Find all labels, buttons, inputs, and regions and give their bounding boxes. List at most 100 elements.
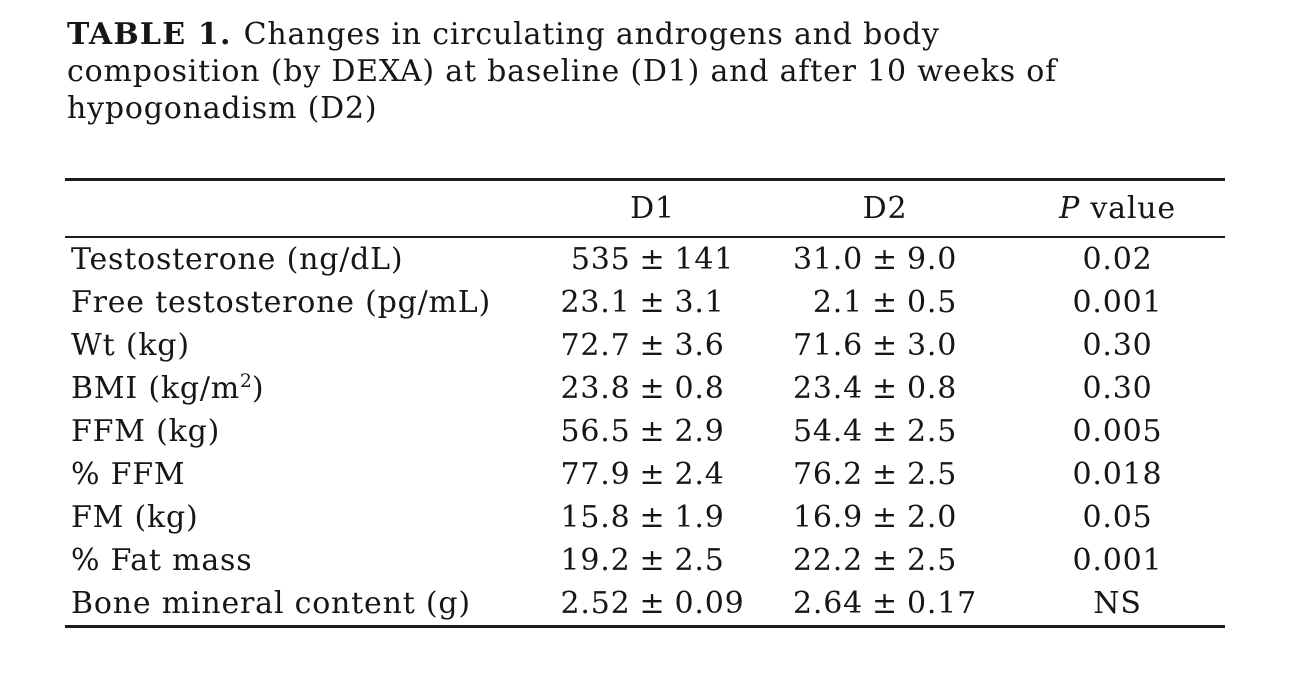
- row-label-superscript: 2: [240, 371, 252, 392]
- row-label: BMI (kg/m: [71, 371, 240, 406]
- d2-value-measurement: 54.4 ±2.5: [760, 414, 1010, 449]
- plus-minus-sign: ±: [872, 328, 898, 363]
- d1-value-cell: 23.1 ±3.1: [545, 281, 760, 324]
- d2-value-cell: 23.4 ±0.8: [760, 367, 1010, 410]
- p-value-cell: 0.018: [1072, 457, 1163, 492]
- measure-value: 77.9: [560, 457, 631, 492]
- plus-minus-sign: ±: [872, 371, 898, 406]
- p-value-cell: 0.001: [1072, 285, 1163, 320]
- measure-error: 2.5: [674, 543, 725, 578]
- column-header-empty: [65, 179, 545, 238]
- d2-value-measurement: 2.64 ±0.17: [760, 586, 1010, 621]
- plus-minus-sign: ±: [872, 285, 898, 320]
- plus-minus-sign: ±: [639, 500, 666, 535]
- d1-value-cell: 56.5 ±2.9: [545, 410, 760, 453]
- d2-value-measurement: 23.4 ±0.8: [760, 371, 1010, 406]
- p-value-cell: NS: [1093, 586, 1142, 621]
- d1-value-measurement: 72.7 ±3.6: [545, 328, 760, 363]
- measure-value: 2.52: [560, 586, 631, 621]
- row-label: % Fat mass: [71, 543, 253, 578]
- row-label-cell: Wt (kg): [65, 324, 545, 367]
- plus-minus-sign: ±: [639, 371, 666, 406]
- d2-value-cell: 76.2 ±2.5: [760, 453, 1010, 496]
- measure-error: 0.5: [906, 285, 958, 320]
- header-row: D1 D2 P value: [65, 179, 1225, 238]
- measure-value: 2.64: [793, 586, 864, 621]
- d1-value-measurement: 23.8 ±0.8: [545, 371, 760, 406]
- d1-value-measurement: 535 ±141: [545, 242, 760, 277]
- d1-value-measurement: 77.9 ±2.4: [545, 457, 760, 492]
- plus-minus-sign: ±: [872, 242, 898, 277]
- measure-error: 2.5: [906, 457, 958, 492]
- p-value-italic-p: P: [1059, 191, 1081, 226]
- d1-value-cell: 23.8 ±0.8: [545, 367, 760, 410]
- measure-value: 23.4: [793, 371, 864, 406]
- d1-value-cell: 535 ±141: [545, 237, 760, 281]
- measure-value: 31.0: [793, 242, 864, 277]
- d2-value-measurement: 22.2 ±2.5: [760, 543, 1010, 578]
- row-label-cell: FM (kg): [65, 496, 545, 539]
- data-table: D1 D2 P value Testosterone (ng/dL) 535 ±14…: [65, 178, 1225, 628]
- p-value-cell: 0.05: [1082, 500, 1153, 535]
- measure-value: 23.8: [560, 371, 631, 406]
- measure-error: 1.9: [674, 500, 725, 535]
- d1-value-cell: 19.2 ±2.5: [545, 539, 760, 582]
- measure-error: 9.0: [906, 242, 958, 277]
- table-row: FFM (kg) 56.5 ±2.9 54.4 ±2.5 0.005: [65, 410, 1225, 453]
- row-label: Testosterone (ng/dL): [71, 242, 404, 277]
- measure-value: 23.1: [560, 285, 631, 320]
- plus-minus-sign: ±: [872, 414, 898, 449]
- p-value-cell: 0.30: [1082, 328, 1153, 363]
- table-header: D1 D2 P value: [65, 179, 1225, 238]
- table-row: Testosterone (ng/dL) 535 ±141 31.0 ±9.0 0.02: [65, 237, 1225, 281]
- measure-value: 535: [570, 242, 631, 277]
- table-number: TABLE 1.: [67, 17, 232, 52]
- d2-value-measurement: 2.1 ±0.5: [760, 285, 1010, 320]
- d2-value-cell: 2.1 ±0.5: [760, 281, 1010, 324]
- table-row: BMI (kg/m2) 23.8 ±0.8 23.4 ±0.8 0.30: [65, 367, 1225, 410]
- plus-minus-sign: ±: [872, 586, 898, 621]
- row-label: Free testosterone (pg/mL): [71, 285, 492, 320]
- measure-error: 2.5: [906, 414, 958, 449]
- table-caption: TABLE 1. Changes in circulating androgens…: [67, 16, 1227, 127]
- d1-value-cell: 72.7 ±3.6: [545, 324, 760, 367]
- plus-minus-sign: ±: [639, 285, 666, 320]
- measure-error: 0.8: [674, 371, 725, 406]
- d1-value-measurement: 23.1 ±3.1: [545, 285, 760, 320]
- measure-error: 0.8: [906, 371, 958, 406]
- d1-value-cell: 2.52 ±0.09: [545, 582, 760, 627]
- d2-value-measurement: 76.2 ±2.5: [760, 457, 1010, 492]
- d2-value-cell: 71.6 ±3.0: [760, 324, 1010, 367]
- d1-value-measurement: 15.8 ±1.9: [545, 500, 760, 535]
- measure-error: 141: [674, 242, 735, 277]
- table-row: % Fat mass 19.2 ±2.5 22.2 ±2.5 0.001: [65, 539, 1225, 582]
- row-label: FFM (kg): [71, 414, 221, 449]
- row-label-cell: % FFM: [65, 453, 545, 496]
- p-value-cell: 0.30: [1082, 371, 1153, 406]
- p-value-cell: 0.02: [1082, 242, 1153, 277]
- d1-value-measurement: 56.5 ±2.9: [545, 414, 760, 449]
- measure-value: 2.1: [812, 285, 864, 320]
- measure-value: 76.2: [793, 457, 864, 492]
- plus-minus-sign: ±: [872, 543, 898, 578]
- row-label-end: ): [251, 371, 265, 406]
- measure-error: 3.1: [674, 285, 725, 320]
- p-value-rest: value: [1090, 191, 1176, 226]
- row-label-cell: % Fat mass: [65, 539, 545, 582]
- plus-minus-sign: ±: [872, 457, 898, 492]
- row-label: % FFM: [71, 457, 186, 492]
- plus-minus-sign: ±: [639, 242, 666, 277]
- measure-value: 22.2: [793, 543, 864, 578]
- plus-minus-sign: ±: [872, 500, 898, 535]
- d2-value-cell: 54.4 ±2.5: [760, 410, 1010, 453]
- table-row: Free testosterone (pg/mL) 23.1 ±3.1 2.1 ±0.5…: [65, 281, 1225, 324]
- d1-value-measurement: 19.2 ±2.5: [545, 543, 760, 578]
- p-value-cell: 0.001: [1072, 543, 1163, 578]
- plus-minus-sign: ±: [639, 328, 666, 363]
- d1-value-measurement: 2.52 ±0.09: [545, 586, 760, 621]
- column-header-p-value: P value: [1010, 179, 1225, 238]
- column-header-d1: D1: [545, 179, 760, 238]
- measure-error: 2.5: [906, 543, 958, 578]
- measure-error: 2.4: [674, 457, 725, 492]
- measure-error: 0.17: [906, 586, 977, 621]
